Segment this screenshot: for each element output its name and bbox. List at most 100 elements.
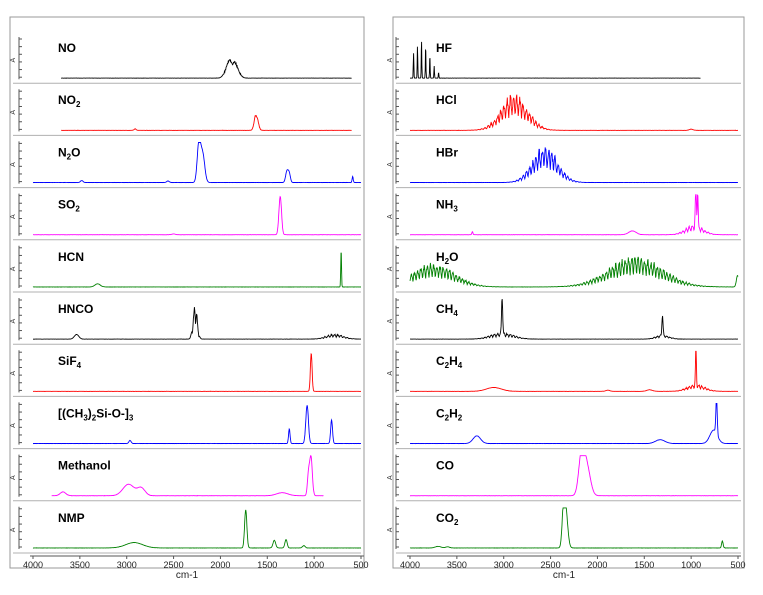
x-tick-label: 500 — [353, 560, 368, 570]
spectrum-trace — [32, 142, 362, 184]
spectrum-row: A H2O — [387, 245, 741, 293]
y-axis-marker: A — [387, 475, 394, 480]
y-axis-marker: A — [387, 371, 394, 376]
spectrum-row: A HNCO — [10, 298, 361, 345]
compound-label: [(CH3)2Si-O-]3 — [58, 406, 134, 422]
compound-label: NO — [58, 41, 76, 55]
spectrum-trace — [32, 252, 361, 288]
compound-label: CO2 — [436, 511, 459, 527]
y-axis-marker: A — [10, 162, 17, 167]
spectrum-row: A C2H4 — [387, 350, 741, 397]
x-tick-label: 2000 — [210, 560, 230, 570]
spectrum-row: A NMP — [10, 506, 362, 554]
y-axis-marker: A — [387, 110, 394, 115]
x-tick-label: 2500 — [164, 560, 184, 570]
spectrum-trace — [409, 256, 739, 288]
spectrum-row: A CH4 — [387, 298, 741, 345]
y-axis-marker: A — [10, 266, 17, 271]
spectrum-row: A C2H2 — [387, 402, 741, 450]
x-tick-label: 2000 — [587, 560, 607, 570]
compound-label: C2H4 — [436, 354, 463, 370]
spectrum-trace — [61, 114, 352, 131]
y-axis-marker: A — [387, 527, 394, 532]
compound-label: SO2 — [58, 198, 80, 214]
right-panel: A HF A HCl A HBr A NH3 A H2O A CH4 A C2H4 A C2H2 A CO A CO2… — [387, 16, 746, 581]
x-tick-label: 1500 — [257, 560, 277, 570]
spectrum-row: A NO2 — [10, 89, 361, 136]
y-axis-marker: A — [10, 475, 17, 480]
y-axis-marker: A — [387, 318, 394, 323]
compound-label: Methanol — [58, 459, 111, 473]
spectrum-trace — [33, 353, 361, 392]
spectrum-trace — [33, 405, 361, 445]
x-tick-label: 1000 — [681, 560, 701, 570]
spectrum-trace — [409, 507, 738, 549]
y-axis-marker: A — [387, 266, 394, 271]
x-tick-label: 4000 — [23, 560, 43, 570]
spectrum-trace — [32, 509, 362, 549]
x-tick-label: 3500 — [70, 560, 90, 570]
spectrum-trace — [410, 299, 738, 340]
x-tick-label: 3000 — [494, 560, 514, 570]
spectrum-trace — [60, 59, 352, 79]
spectrum-trace — [410, 194, 738, 236]
x-tick-label: 3000 — [117, 560, 137, 570]
x-tick-label: 500 — [730, 560, 745, 570]
compound-label: NH3 — [436, 198, 458, 214]
y-axis-marker: A — [387, 162, 394, 167]
compound-label: NMP — [58, 511, 85, 525]
spectrum-trace — [33, 307, 361, 340]
spectrum-row: A SiF4 — [10, 350, 361, 397]
compound-label: HBr — [436, 145, 458, 159]
compound-label: HF — [436, 41, 452, 55]
spectrum-row: A HBr — [387, 141, 741, 189]
spectrum-row: A CO2 — [387, 506, 741, 554]
compound-label: CH4 — [436, 302, 458, 318]
y-axis-marker: A — [10, 57, 17, 62]
compound-label: NO2 — [58, 93, 81, 109]
spectrum-trace — [409, 94, 738, 131]
y-axis-marker: A — [387, 423, 394, 428]
y-axis-marker: A — [10, 214, 17, 219]
y-axis-marker: A — [10, 371, 17, 376]
x-tick-label: 4000 — [400, 560, 420, 570]
spectrum-row: A N2O — [10, 141, 362, 189]
spectrum-row: A NH3 — [387, 193, 741, 241]
spectrum-row: A HCN — [10, 245, 361, 293]
spectrum-row: A [(CH3)2Si-O-]3 — [10, 402, 361, 450]
x-tick-label: 1500 — [634, 560, 654, 570]
spectrum-row: A HCl — [387, 89, 741, 136]
y-axis-marker: A — [10, 527, 17, 532]
spectrum-trace — [409, 455, 739, 497]
left-panel: A NO A NO2 A N2O A SO2 A HCN A HNCO A SiF4 A [(CH3)2Si-… — [9, 16, 369, 581]
spectrum-trace — [410, 403, 739, 445]
spectrum-trace — [33, 195, 362, 236]
spectrum-row: A Methanol — [10, 454, 361, 502]
spectrum-row: A HF — [387, 37, 741, 84]
spectrum-trace — [51, 454, 324, 497]
spectrum-row: A SO2 — [10, 193, 362, 241]
x-tick-label: 3500 — [447, 560, 467, 570]
y-axis-marker: A — [387, 214, 394, 219]
y-axis-marker: A — [10, 318, 17, 323]
spectrum-trace — [410, 41, 701, 79]
compound-label: HCl — [436, 93, 457, 107]
spectrum-row: A NO — [10, 37, 361, 84]
spectrum-trace — [409, 147, 738, 184]
y-axis-marker: A — [387, 57, 394, 62]
compound-label: HCN — [58, 250, 84, 264]
x-tick-label: 2500 — [541, 560, 561, 570]
compound-label: CO — [436, 459, 454, 473]
y-axis-marker: A — [10, 110, 17, 115]
x-axis-label: cm-1 — [553, 570, 576, 581]
compound-label: N2O — [58, 145, 80, 161]
x-axis-label: cm-1 — [176, 570, 199, 581]
compound-label: H2O — [436, 250, 458, 266]
compound-label: SiF4 — [58, 354, 82, 370]
spectrum-row: A CO — [387, 454, 741, 502]
y-axis-marker: A — [10, 423, 17, 428]
compound-label: HNCO — [58, 302, 93, 316]
x-tick-label: 1000 — [304, 560, 324, 570]
compound-label: C2H2 — [436, 406, 463, 422]
